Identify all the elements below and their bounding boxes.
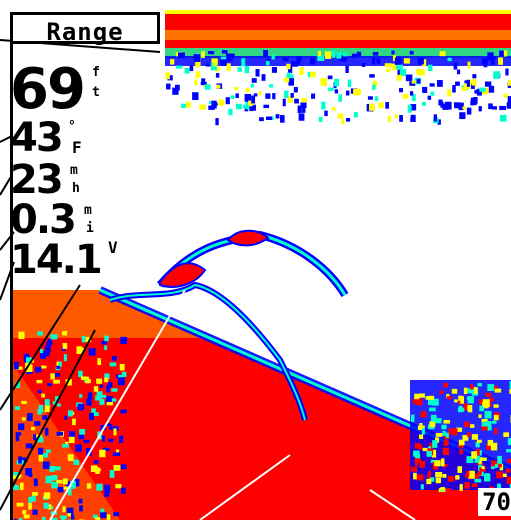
distance-readout: 0.3 bbox=[10, 200, 75, 240]
voltage-unit: V bbox=[108, 240, 118, 256]
bottom-clutter-right bbox=[410, 380, 511, 496]
depth-readout: 69 bbox=[10, 62, 84, 118]
water-temp-readout: 43 bbox=[10, 118, 62, 158]
water-temp-unit-bottom: F bbox=[72, 140, 82, 156]
speed-readout: 23 bbox=[10, 160, 62, 200]
speed-unit-bottom: h bbox=[72, 182, 80, 195]
depth-unit-bottom: t bbox=[92, 86, 100, 99]
range-button-label: Range bbox=[13, 18, 157, 46]
depth-scale-bottom-label: 70 bbox=[478, 488, 511, 516]
speed-unit-top: m bbox=[70, 164, 78, 177]
distance-unit-bottom: i bbox=[86, 222, 94, 235]
water-temp-unit-top: ° bbox=[68, 120, 76, 133]
distance-unit-top: m bbox=[84, 204, 92, 217]
depth-unit-top: f bbox=[92, 66, 100, 79]
voltage-readout: 14.1 bbox=[10, 240, 101, 280]
range-button[interactable]: Range bbox=[10, 12, 160, 44]
